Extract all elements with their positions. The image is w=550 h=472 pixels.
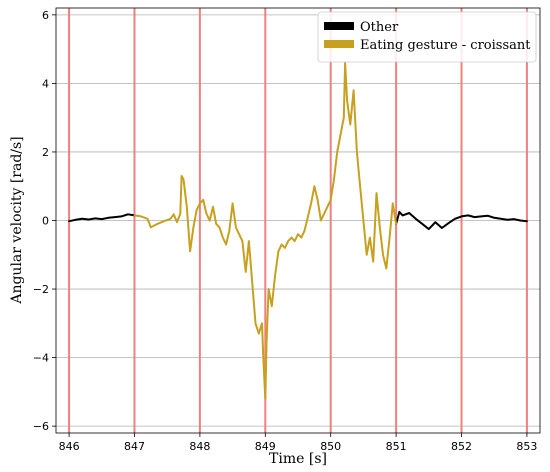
x-tick-label: 853 [516, 440, 537, 453]
series-line-other [395, 210, 528, 231]
y-tick-label: −6 [33, 420, 49, 433]
y-tick-label: 2 [42, 146, 49, 159]
legend-box [317, 11, 537, 63]
x-tick-label: 852 [451, 440, 472, 453]
legend-label-other: Other [360, 20, 399, 35]
tick-layer: 846 847 848 849 850 851 852 853 −6 −4 −2 0 2 4 6 [33, 9, 538, 453]
legend: Other Eating gesture - croissant [317, 11, 537, 63]
x-tick-label: 847 [124, 440, 145, 453]
legend-label-eating: Eating gesture - croissant [360, 38, 531, 53]
x-tick-label: 851 [386, 440, 407, 453]
y-tick-label: −2 [33, 283, 49, 296]
legend-swatch-eating [324, 40, 354, 48]
x-tick-label: 846 [59, 440, 80, 453]
series-line-eating-gesture [133, 61, 398, 400]
y-axis-label: Angular velocity [rad/s] [9, 136, 25, 304]
x-tick-label: 849 [255, 440, 276, 453]
y-tick-label: −4 [33, 352, 49, 365]
x-tick-label: 848 [189, 440, 210, 453]
x-tick-label: 850 [320, 440, 341, 453]
legend-swatch-other [324, 22, 354, 30]
y-tick-label: 0 [42, 215, 49, 228]
y-tick-label: 6 [42, 9, 49, 22]
series-line-other [68, 213, 136, 223]
y-tick-label: 4 [42, 77, 49, 90]
x-axis-label: Time [s] [269, 451, 327, 467]
series-layer [68, 61, 528, 400]
